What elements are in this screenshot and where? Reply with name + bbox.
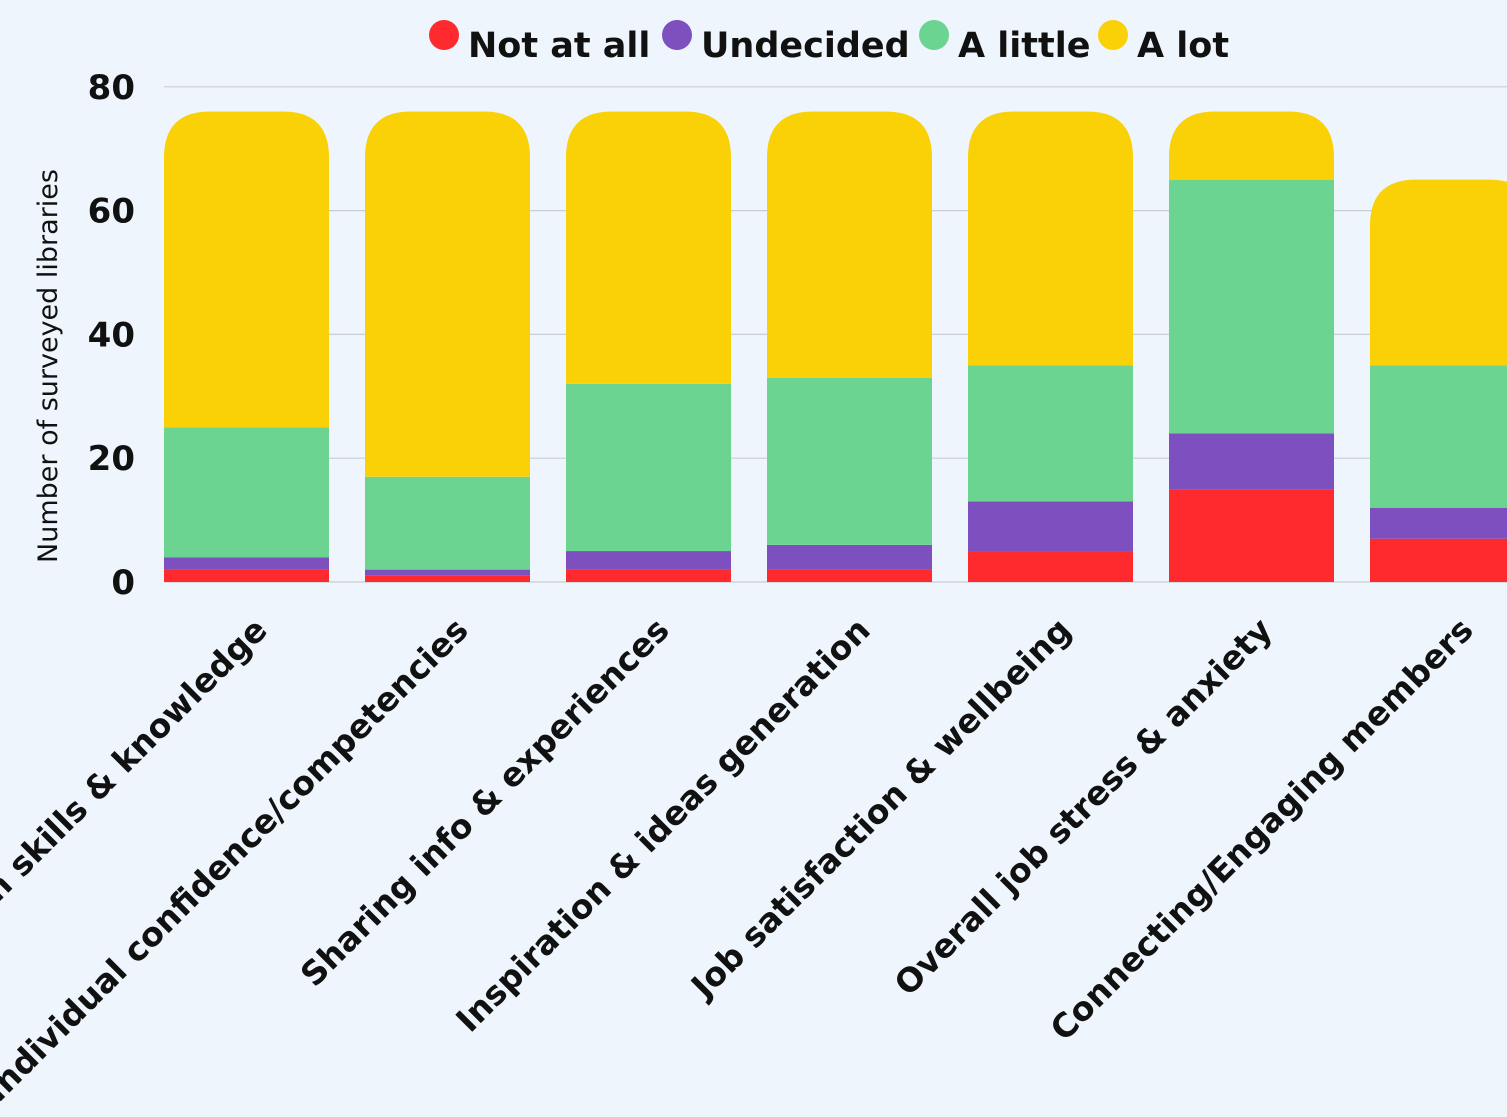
x-tick-label: Own skills & knowledge <box>0 610 275 950</box>
legend-marker <box>662 20 692 50</box>
bar-segment-undecided <box>767 544 932 570</box>
legend-label: A lot <box>1137 26 1229 66</box>
bar-segment-a-lot <box>968 111 1133 366</box>
y-tick-label: 80 <box>88 68 135 108</box>
legend-marker <box>429 20 459 50</box>
legend-marker <box>1098 20 1128 50</box>
bar-segment-not-at-all <box>968 551 1133 582</box>
legend-item-a-lot: A lot <box>1098 20 1229 66</box>
bar-segment-a-little <box>164 427 329 558</box>
bar-segment-a-little <box>968 365 1133 502</box>
x-tick-label: Overall job stress & anxiety <box>887 610 1280 1003</box>
legend-label: A little <box>958 26 1090 66</box>
legend-marker <box>919 20 949 50</box>
y-tick-label: 0 <box>111 563 135 603</box>
bar-stack-individual-confidence-competencies <box>365 111 530 582</box>
bar-segment-not-at-all <box>1370 538 1507 582</box>
bar-stack-inspiration-ideas-generation <box>767 111 932 582</box>
legend-item-not-at-all: Not at all <box>429 20 650 66</box>
legend-item-a-little: A little <box>919 20 1090 66</box>
y-tick-label: 60 <box>88 192 135 232</box>
x-tick-label: Connecting/Engaging members <box>1043 610 1481 1048</box>
bar-segment-a-little <box>566 383 731 552</box>
bar-segment-undecided <box>968 501 1133 552</box>
y-axis-label: Number of surveyed libraries <box>33 169 64 563</box>
bar-segment-a-lot <box>365 111 530 477</box>
bar-segment-not-at-all <box>164 569 329 582</box>
x-tick-label: Sharing info & experiences <box>293 610 677 994</box>
bar-segment-undecided <box>164 557 329 570</box>
bar-segment-not-at-all <box>365 575 530 582</box>
bar-segment-a-little <box>1370 365 1507 508</box>
bar-segment-undecided <box>1370 507 1507 539</box>
bar-segment-a-lot <box>1370 179 1507 366</box>
bar-stack-own-skills-knowledge <box>164 111 329 582</box>
bar-segment-a-lot <box>566 111 731 384</box>
y-axis-ticks: 0 20 40 60 80 <box>88 68 135 603</box>
bar-stack-sharing-info-experiences <box>566 111 731 582</box>
bar-segment-undecided <box>1169 433 1334 490</box>
bar-segment-not-at-all <box>1169 489 1334 582</box>
bar-stack-job-satisfaction-wellbeing <box>968 111 1133 582</box>
bar-segment-undecided <box>566 551 731 570</box>
legend-label: Not at all <box>468 26 650 66</box>
legend: Not at all Undecided A little A lot <box>429 20 1229 66</box>
legend-item-undecided: Undecided <box>662 20 910 66</box>
bar-stack-connecting-engaging-members <box>1370 179 1507 582</box>
y-tick-label: 20 <box>88 439 135 479</box>
bar-segment-a-little <box>767 377 932 545</box>
bar-segment-undecided <box>365 569 530 576</box>
legend-label: Undecided <box>701 26 910 66</box>
bar-segment-a-lot <box>767 111 932 378</box>
bar-segment-a-little <box>365 476 530 570</box>
y-tick-label: 40 <box>88 315 135 355</box>
bar-segment-not-at-all <box>767 569 932 582</box>
x-tick-label: Job satisfaction & wellbeing <box>682 610 1079 1007</box>
bar-segment-a-lot <box>1169 111 1334 180</box>
x-tick-label: Inspiration & ideas generation <box>448 610 877 1039</box>
bar-segment-not-at-all <box>566 569 731 582</box>
bar-stack-overall-job-stress-anxiety <box>1169 111 1334 582</box>
bar-segment-a-little <box>1169 179 1334 434</box>
bar-segment-a-lot <box>164 111 329 428</box>
bars <box>164 111 1507 582</box>
